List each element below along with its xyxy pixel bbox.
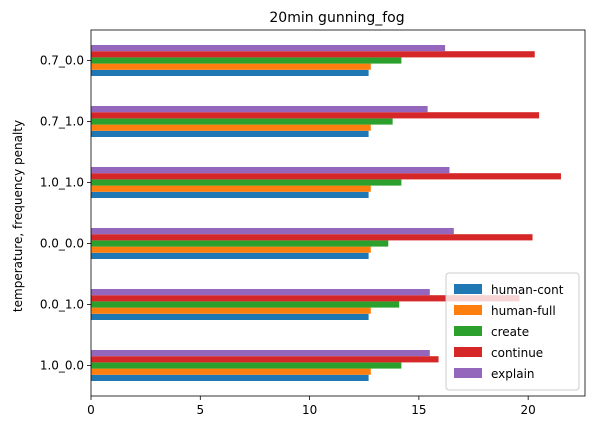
bar-human-full-0.7_0.0	[91, 63, 371, 70]
legend-label-human-full: human-full	[491, 304, 556, 318]
bar-explain-0.7_0.0	[91, 45, 446, 52]
bar-human-full-1.0_1.0	[91, 185, 371, 192]
bar-human-full-0.0_0.0	[91, 246, 371, 253]
y-tick-label: 0.7_0.0	[40, 54, 84, 68]
plot-frame	[90, 29, 586, 397]
y-tick-label: 1.0_1.0	[40, 176, 84, 190]
x-tick-label: 10	[302, 403, 317, 417]
axes-layer: 0 5 10 15 20 1.0_0.0 0.0_1.0 0.0_0.0 1.0_1.0 0.7_…	[40, 29, 586, 417]
bar-human-cont-0.7_1.0	[91, 130, 369, 137]
legend-swatch-continue	[454, 347, 482, 357]
legend-swatch-human-full	[454, 305, 482, 315]
y-tick-label: 0.0_1.0	[40, 298, 84, 312]
bar-explain-0.0_0.0	[91, 228, 454, 235]
x-tick-label: 0	[87, 403, 95, 417]
legend-swatch-create	[454, 326, 482, 336]
bar-continue-0.7_0.0	[91, 51, 535, 58]
bar-human-cont-1.0_0.0	[91, 374, 369, 381]
bar-human-full-0.0_1.0	[91, 307, 371, 314]
legend-label-continue: continue	[491, 346, 543, 360]
legend-swatch-explain	[454, 368, 482, 378]
legend-label-explain: explain	[491, 367, 535, 381]
bar-continue-1.0_1.0	[91, 173, 561, 180]
bar-human-cont-0.7_0.0	[91, 69, 369, 76]
legend: human-cont human-full create continue explai…	[445, 272, 580, 391]
bar-human-full-0.7_1.0	[91, 124, 371, 131]
x-tick-label: 20	[521, 403, 536, 417]
bar-human-cont-0.0_0.0	[91, 252, 369, 259]
chart-title: 20min gunning_fog	[269, 10, 404, 26]
x-tick-label: 5	[196, 403, 204, 417]
bar-explain-1.0_0.0	[91, 350, 430, 357]
bar-explain-1.0_1.0	[91, 167, 450, 174]
legend-label-human-cont: human-cont	[491, 283, 564, 297]
y-tick-label: 0.0_0.0	[40, 237, 84, 251]
legend-label-create: create	[491, 325, 529, 339]
bar-explain-0.0_1.0	[91, 289, 430, 296]
legend-box	[445, 272, 580, 391]
bar-human-full-1.0_0.0	[91, 368, 371, 375]
x-tick-label: 15	[411, 403, 426, 417]
bar-create-1.0_0.0	[91, 362, 402, 369]
y-axis-label: temperature, frequency penalty	[11, 120, 25, 312]
legend-swatch-human-cont	[454, 284, 482, 294]
bar-continue-0.7_1.0	[91, 112, 540, 119]
y-tick-label: 0.7_1.0	[40, 115, 84, 129]
bar-continue-1.0_0.0	[91, 356, 439, 363]
bar-create-0.7_1.0	[91, 118, 393, 125]
bar-create-0.7_0.0	[91, 57, 402, 64]
bar-create-0.0_0.0	[91, 240, 389, 247]
bar-continue-0.0_0.0	[91, 234, 533, 241]
y-tick-label: 1.0_0.0	[40, 359, 84, 373]
bar-continue-0.0_1.0	[91, 295, 520, 302]
bar-human-cont-0.0_1.0	[91, 313, 369, 320]
bar-human-cont-1.0_1.0	[91, 191, 369, 198]
bar-explain-0.7_1.0	[91, 106, 428, 113]
bar-create-1.0_1.0	[91, 179, 402, 186]
bars-layer	[91, 45, 561, 381]
bar-create-0.0_1.0	[91, 301, 400, 308]
